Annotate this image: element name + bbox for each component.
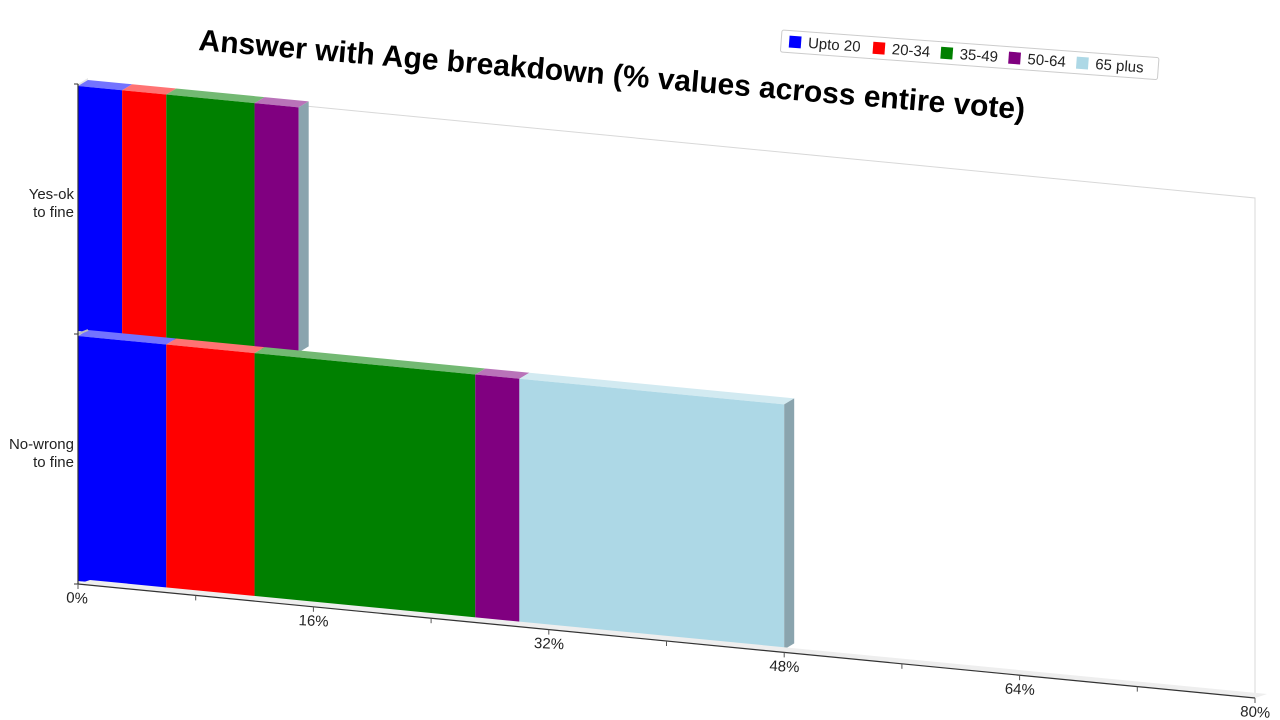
legend-item-3: 35-49 xyxy=(940,46,999,66)
x-tick-label-4: 48% xyxy=(769,658,800,676)
x-tick-label-5: 64% xyxy=(1004,680,1035,698)
category-label-1: Yes-ok to fine xyxy=(29,186,75,221)
legend-item-1: Upto 20 xyxy=(788,35,861,56)
bar-segment-upto-20-1 xyxy=(78,80,133,336)
legend-label: 20-34 xyxy=(891,41,931,61)
bar-segment-50-64-1 xyxy=(254,97,309,353)
legend-item-2: 20-34 xyxy=(872,41,931,61)
x-tick-label-1: 0% xyxy=(66,589,88,607)
bar-segment-35-49-1 xyxy=(166,88,265,349)
floor-plane xyxy=(78,580,1267,698)
bar-segment-20-34-2 xyxy=(166,338,265,599)
bars-layer xyxy=(78,80,795,650)
category-divider xyxy=(77,329,89,335)
legend-item-5: 65 plus xyxy=(1075,56,1144,77)
legend-swatch xyxy=(940,46,954,60)
axes-layer: 0% 16% 32% 48% 64% 80% xyxy=(66,83,1271,720)
legend-item-4: 50-64 xyxy=(1008,51,1067,71)
bar-segment-upto-20-2 xyxy=(78,330,177,590)
category-label-2: No-wrong to fine xyxy=(9,436,74,471)
category-labels: Yes-ok to fine No-wrong to fine xyxy=(9,186,75,471)
x-tick-label-6: 80% xyxy=(1240,703,1271,720)
x-tick-label-3: 32% xyxy=(534,635,565,653)
bar-end-face-1 xyxy=(298,101,309,353)
legend-swatch xyxy=(872,41,886,55)
legend-swatch xyxy=(1008,51,1021,65)
legend-swatch xyxy=(788,35,802,49)
x-tick-label-2: 16% xyxy=(298,612,329,630)
legend-label: 65 plus xyxy=(1095,56,1144,76)
legend-label: 50-64 xyxy=(1027,51,1067,71)
legend-swatch xyxy=(1075,56,1089,70)
legend: Upto 20 20-34 35-49 50-64 65 plus xyxy=(780,29,1160,80)
legend-label: 35-49 xyxy=(959,46,999,66)
bar-end-face-2 xyxy=(784,398,795,650)
bar-segment-65-plus-2 xyxy=(519,372,795,650)
legend-label: Upto 20 xyxy=(807,35,861,56)
bar-segment-20-34-1 xyxy=(122,84,177,340)
bar-segment-50-64-2 xyxy=(475,368,530,624)
bar-segment-35-49-2 xyxy=(254,347,486,620)
